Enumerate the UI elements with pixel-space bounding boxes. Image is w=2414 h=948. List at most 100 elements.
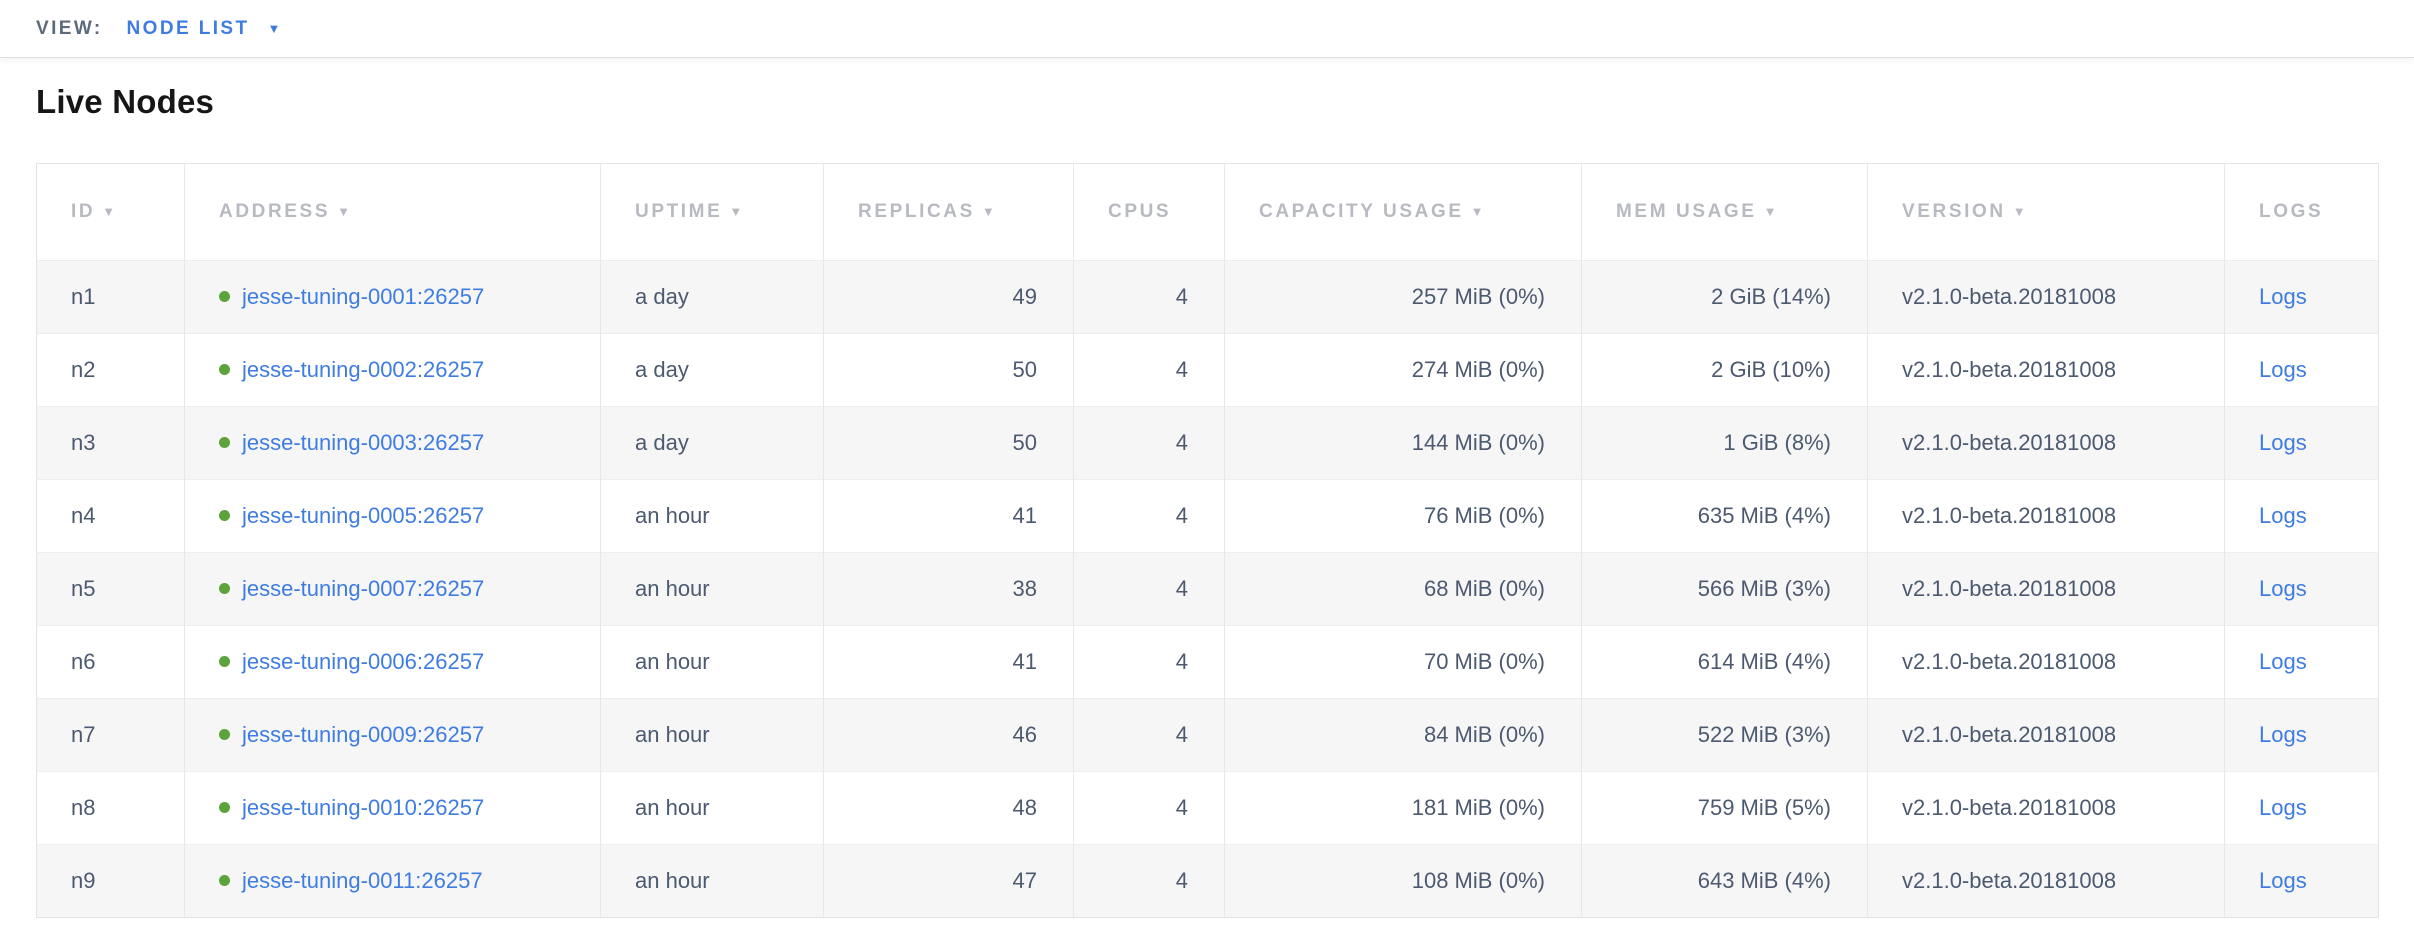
column-header-cpus: CPUS — [1073, 163, 1225, 261]
cell-uptime: an hour — [600, 479, 824, 553]
cell-logs: Logs — [2224, 625, 2379, 699]
logs-link[interactable]: Logs — [2259, 795, 2307, 820]
cell-node-id: n6 — [36, 625, 185, 699]
node-live-status-icon — [219, 729, 230, 740]
table-row: n6 jesse-tuning-0006:26257 an hour 41 4 70 Mi… — [36, 625, 2379, 699]
column-header-address[interactable]: ADDRESS ▼ — [184, 163, 601, 261]
node-address-link[interactable]: jesse-tuning-0010:26257 — [242, 795, 485, 820]
table-header-row: ID ▼ ADDRESS ▼ UPTIME ▼ REPLICAS ▼ CPUS CAPACITY … — [36, 163, 2379, 261]
sort-desc-icon: ▼ — [1470, 204, 1487, 219]
column-header-label: UPTIME — [635, 201, 723, 222]
logs-link[interactable]: Logs — [2259, 284, 2307, 309]
cell-cpus: 4 — [1073, 625, 1225, 699]
column-header-capacity-usage[interactable]: CAPACITY USAGE ▼ — [1224, 163, 1582, 261]
column-header-logs: LOGS — [2224, 163, 2379, 261]
cell-logs: Logs — [2224, 479, 2379, 553]
node-live-status-icon — [219, 510, 230, 521]
logs-link[interactable]: Logs — [2259, 576, 2307, 601]
cell-node-id: n4 — [36, 479, 185, 553]
column-header-label: MEM USAGE — [1616, 201, 1757, 222]
cell-capacity-usage: 144 MiB (0%) — [1224, 406, 1582, 480]
cell-node-id: n9 — [36, 844, 185, 918]
cell-replicas: 49 — [823, 260, 1074, 334]
cell-logs: Logs — [2224, 844, 2379, 918]
cell-replicas: 50 — [823, 406, 1074, 480]
main-content: Live Nodes ID ▼ ADDRESS ▼ UPTIME ▼ REPLICAS ▼ CP… — [0, 83, 2414, 918]
logs-link[interactable]: Logs — [2259, 430, 2307, 455]
cell-capacity-usage: 274 MiB (0%) — [1224, 333, 1582, 407]
view-label: VIEW: — [36, 17, 103, 39]
cell-cpus: 4 — [1073, 844, 1225, 918]
cell-uptime: a day — [600, 260, 824, 334]
view-selector[interactable]: NODE LIST ▼ — [127, 18, 283, 40]
cell-capacity-usage: 84 MiB (0%) — [1224, 698, 1582, 772]
table-row: n1 jesse-tuning-0001:26257 a day 49 4 257 MiB… — [36, 260, 2379, 334]
column-header-label: ID — [71, 201, 96, 222]
node-live-status-icon — [219, 802, 230, 813]
cell-node-id: n1 — [71, 284, 96, 309]
cell-node-address: jesse-tuning-0007:26257 — [184, 552, 601, 626]
cell-node-address: jesse-tuning-0002:26257 — [184, 333, 601, 407]
cell-logs: Logs — [2224, 771, 2379, 845]
node-address-link[interactable]: jesse-tuning-0002:26257 — [242, 357, 485, 382]
cell-cpus: 4 — [1073, 552, 1225, 626]
logs-link[interactable]: Logs — [2259, 722, 2307, 747]
table-row: n4 jesse-tuning-0005:26257 an hour 41 4 76 Mi… — [36, 479, 2379, 553]
cell-capacity-usage: 108 MiB (0%) — [1224, 844, 1582, 918]
logs-link[interactable]: Logs — [2259, 868, 2307, 893]
node-live-status-icon — [219, 875, 230, 886]
node-address-link[interactable]: jesse-tuning-0005:26257 — [242, 503, 485, 528]
cell-mem-usage: 643 MiB (4%) — [1581, 844, 1868, 918]
cell-node-id: n5 — [36, 552, 185, 626]
column-header-id[interactable]: ID ▼ — [36, 163, 185, 261]
cell-version: v2.1.0-beta.20181008 — [1867, 771, 2225, 845]
cell-uptime: a day — [600, 406, 824, 480]
cell-node-address: jesse-tuning-0006:26257 — [184, 625, 601, 699]
table-row: n5 jesse-tuning-0007:26257 an hour 38 4 68 Mi… — [36, 552, 2379, 626]
cell-replicas: 48 — [823, 771, 1074, 845]
table-row: n2 jesse-tuning-0002:26257 a day 50 4 274 MiB… — [36, 333, 2379, 407]
logs-link[interactable]: Logs — [2259, 649, 2307, 674]
cell-uptime: an hour — [600, 698, 824, 772]
view-selected-value: NODE LIST — [126, 17, 250, 39]
logs-link[interactable]: Logs — [2259, 503, 2307, 528]
table-body: n1 jesse-tuning-0001:26257 a day 49 4 257 MiB… — [36, 260, 2379, 918]
node-live-status-icon — [219, 656, 230, 667]
node-address-link[interactable]: jesse-tuning-0001:26257 — [242, 284, 485, 309]
node-address-link[interactable]: jesse-tuning-0003:26257 — [242, 430, 485, 455]
cell-mem-usage: 2 GiB (14%) — [1581, 260, 1868, 334]
column-header-replicas[interactable]: REPLICAS ▼ — [823, 163, 1074, 261]
column-header-label: REPLICAS — [858, 201, 975, 222]
cell-version: v2.1.0-beta.20181008 — [1867, 260, 2225, 334]
cell-version: v2.1.0-beta.20181008 — [1867, 333, 2225, 407]
cell-version: v2.1.0-beta.20181008 — [1867, 698, 2225, 772]
cell-logs: Logs — [2224, 552, 2379, 626]
cell-node-address: jesse-tuning-0010:26257 — [184, 771, 601, 845]
cell-capacity-usage: 68 MiB (0%) — [1224, 552, 1582, 626]
cell-uptime: an hour — [600, 844, 824, 918]
cell-mem-usage: 635 MiB (4%) — [1581, 479, 1868, 553]
node-live-status-icon — [219, 583, 230, 594]
cell-node-address: jesse-tuning-0005:26257 — [184, 479, 601, 553]
cell-replicas: 50 — [823, 333, 1074, 407]
cell-cpus: 4 — [1073, 479, 1225, 553]
cell-capacity-usage: 76 MiB (0%) — [1224, 479, 1582, 553]
cell-mem-usage: 566 MiB (3%) — [1581, 552, 1868, 626]
node-address-link[interactable]: jesse-tuning-0006:26257 — [242, 649, 485, 674]
cell-version: v2.1.0-beta.20181008 — [1867, 844, 2225, 918]
cell-mem-usage: 759 MiB (5%) — [1581, 771, 1868, 845]
node-address-link[interactable]: jesse-tuning-0009:26257 — [242, 722, 485, 747]
sort-desc-icon: ▼ — [729, 204, 745, 219]
column-header-uptime[interactable]: UPTIME ▼ — [600, 163, 824, 261]
logs-link[interactable]: Logs — [2259, 357, 2307, 382]
live-nodes-table: ID ▼ ADDRESS ▼ UPTIME ▼ REPLICAS ▼ CPUS CAPACITY … — [36, 163, 2379, 918]
sort-desc-icon: ▼ — [2012, 204, 2029, 219]
column-header-version[interactable]: VERSION ▼ — [1867, 163, 2225, 261]
column-header-mem-usage[interactable]: MEM USAGE ▼ — [1581, 163, 1868, 261]
view-bar: VIEW: NODE LIST ▼ — [0, 0, 2414, 58]
sort-desc-icon: ▼ — [1763, 204, 1780, 219]
cell-capacity-usage: 181 MiB (0%) — [1224, 771, 1582, 845]
cell-replicas: 41 — [823, 479, 1074, 553]
node-address-link[interactable]: jesse-tuning-0011:26257 — [242, 868, 483, 893]
node-address-link[interactable]: jesse-tuning-0007:26257 — [242, 576, 485, 601]
